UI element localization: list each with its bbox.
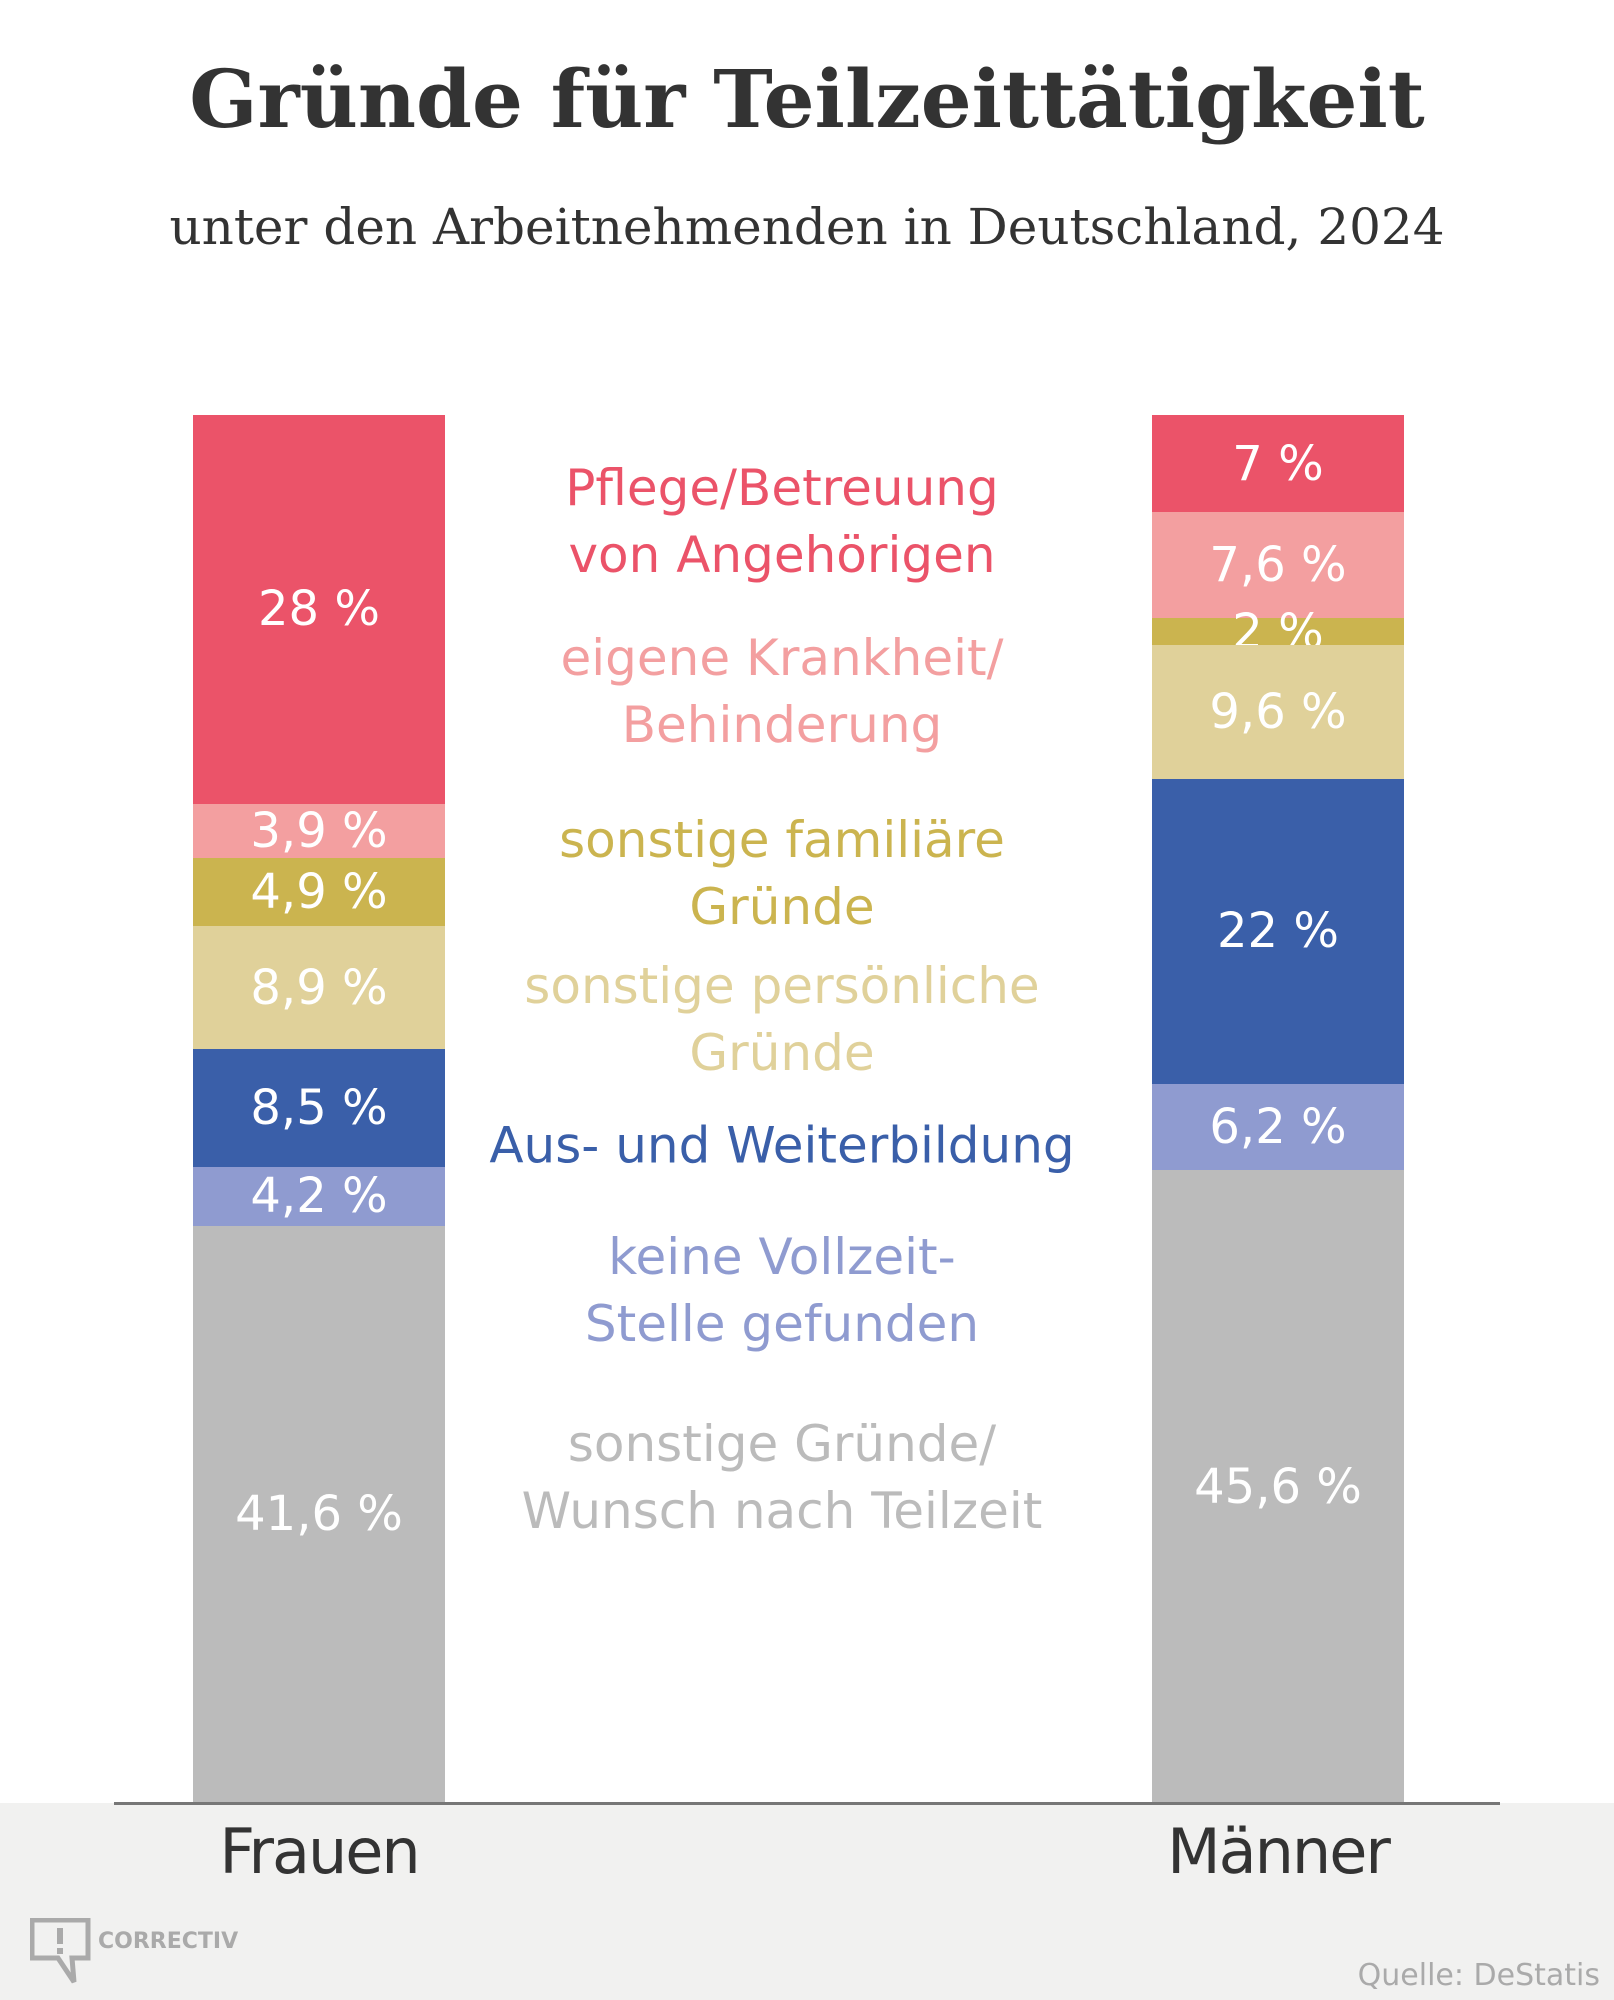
legend-line: Behinderung: [621, 696, 943, 754]
bar-segment: [193, 857, 445, 926]
bar-segment: [1152, 512, 1404, 618]
legend-line: eigene Krankheit/: [560, 629, 1004, 687]
data-label: 22 %: [1217, 903, 1339, 960]
data-label: 7 %: [1232, 435, 1324, 492]
legend-line: sonstige persönliche: [524, 957, 1040, 1015]
legend-line: Pflege/Betreuung: [565, 459, 999, 517]
category-label-frauen: Frauen: [219, 1815, 420, 1888]
data-label: 45,6 %: [1194, 1458, 1362, 1515]
data-label: 4,2 %: [250, 1168, 388, 1225]
bar-segment: [1152, 1084, 1404, 1171]
legend-entry: sonstige persönliche Gründe: [432, 953, 1132, 1087]
legend-entry: sonstige Gründe/Wunsch nach Teilzeit: [432, 1411, 1132, 1545]
bar-segment: [193, 925, 445, 1050]
legend-line: keine Vollzeit-: [608, 1228, 956, 1286]
x-axis-line: [114, 1802, 1500, 1805]
data-label: 4,9 %: [250, 863, 388, 920]
bar-segment: [193, 1225, 445, 1803]
legend-entry: keine Vollzeit- Stelle gefunden: [432, 1224, 1132, 1358]
data-label: 6,2 %: [1209, 1099, 1347, 1156]
legend-line: Wunsch nach Teilzeit: [521, 1482, 1043, 1540]
legend-line: sonstige familiäre: [559, 811, 1005, 869]
legend-line: Gründe: [689, 878, 875, 936]
legend-entry: Pflege/Betreuung von Angehörigen: [432, 455, 1132, 589]
bar-segment: [193, 415, 445, 804]
bar-segment: [1152, 415, 1404, 513]
legend-line: sonstige Gründe/: [567, 1415, 997, 1473]
bar-segment: [1152, 617, 1404, 646]
legend-entry: eigene Krankheit/Behinderung: [432, 625, 1132, 759]
data-label: 9,6 %: [1209, 684, 1347, 741]
data-label: 7,6 %: [1209, 536, 1347, 593]
legend-line: von Angehörigen: [568, 526, 996, 584]
legend-line: Aus- und Weiterbildung: [489, 1116, 1075, 1175]
legend-line: Stelle gefunden: [584, 1295, 980, 1353]
source-note: Quelle: DeStatis: [1357, 1958, 1600, 1993]
category-label-maenner: Männer: [1167, 1815, 1391, 1888]
data-label: 28 %: [258, 581, 380, 638]
bar-segment: [193, 1167, 445, 1226]
bar-segment: [1152, 1170, 1404, 1803]
bar-segment: [1152, 645, 1404, 779]
correctiv-logo-text: CORRECTIV: [98, 1929, 239, 1954]
bar-segment: [1152, 778, 1404, 1084]
bar-segment: [193, 1049, 445, 1168]
legend-entry: sonstige familiäre Gründe: [432, 807, 1132, 941]
chart-title: Gründe für Teilzeittätigkeit: [189, 52, 1425, 146]
data-label: 3,9 %: [250, 802, 388, 859]
data-label: 41,6 %: [235, 1486, 403, 1543]
data-label: 8,5 %: [250, 1080, 388, 1137]
legend-entry: Aus- und Weiterbildung: [432, 1113, 1132, 1180]
bar-segment: [193, 803, 445, 858]
correctiv-logo-icon: [30, 1918, 91, 1984]
chart-subtitle: unter den Arbeitnehmenden in Deutschland…: [169, 198, 1445, 256]
footer-band: [0, 1803, 1614, 2000]
legend-line: Gründe: [689, 1024, 875, 1082]
data-label: 8,9 %: [250, 959, 388, 1016]
